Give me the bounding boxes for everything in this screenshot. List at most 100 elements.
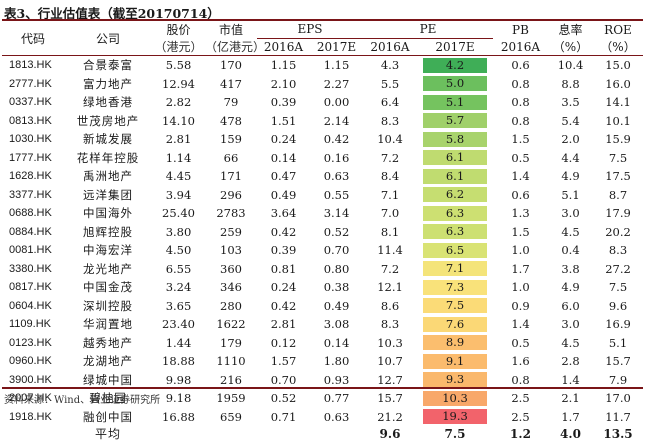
pb-cell: 1.5 bbox=[511, 132, 530, 147]
table-row: 0337.HK 绿地香港 2.82 79 0.39 0.00 6.4 5.1 0.8 3.5 14.… bbox=[2, 93, 643, 112]
yield-cell: 4.4 bbox=[561, 150, 580, 165]
code-cell: 0960.HK bbox=[9, 355, 52, 368]
code-cell: 0604.HK bbox=[9, 299, 52, 312]
eps-2017e-cell: 2.14 bbox=[323, 113, 350, 128]
pe-2017e-heat-value: 6.2 bbox=[423, 187, 487, 203]
market-cap-cell: 1110 bbox=[216, 354, 246, 369]
header-yield: 息率 bbox=[558, 23, 583, 37]
pe-2017e-cell: 6.5 bbox=[417, 241, 493, 260]
average-row: 平均 9.6 7.5 1.2 4.0 13.5 bbox=[2, 426, 643, 443]
eps-2017e-cell: 3.14 bbox=[323, 206, 350, 221]
pe-2016a-cell: 8.4 bbox=[380, 169, 400, 184]
eps-2017e-cell: 0.16 bbox=[323, 150, 350, 165]
header-roe-unit: （%） bbox=[593, 38, 643, 56]
pb-cell: 0.8 bbox=[511, 76, 530, 91]
company-cell: 合景泰富 bbox=[83, 58, 133, 73]
pb-cell: 1.4 bbox=[511, 169, 530, 184]
eps-2016a-cell: 2.81 bbox=[270, 317, 297, 332]
header-price: 股价 bbox=[166, 23, 191, 37]
yield-cell: 2.0 bbox=[561, 132, 580, 147]
pe-2017e-heat-value: 7.3 bbox=[423, 279, 487, 295]
pe-2016a-cell: 7.0 bbox=[380, 206, 400, 221]
table-row: 0688.HK 中国海外 25.40 2783 3.64 3.14 7.0 6.3 1.3 3.0… bbox=[2, 204, 643, 223]
eps-2016a-cell: 0.42 bbox=[270, 298, 297, 313]
table-row: 1109.HK 华润置地 23.40 1622 2.81 3.08 8.3 7.6 1.4 3.0… bbox=[2, 315, 643, 334]
market-cap-cell: 179 bbox=[220, 335, 242, 350]
pe-2017e-cell: 6.3 bbox=[417, 223, 493, 242]
code-cell: 2777.HK bbox=[9, 77, 52, 90]
price-cell: 4.50 bbox=[165, 243, 192, 258]
roe-cell: 8.3 bbox=[608, 243, 628, 258]
price-cell: 3.94 bbox=[165, 187, 192, 202]
pe-2016a-cell: 7.2 bbox=[380, 150, 400, 165]
eps-2017e-cell: 0.77 bbox=[323, 391, 350, 406]
pe-2017e-heat-value: 5.8 bbox=[423, 131, 487, 147]
company-cell: 远洋集团 bbox=[83, 187, 133, 202]
market-cap-cell: 1959 bbox=[216, 391, 246, 406]
eps-2016a-cell: 1.15 bbox=[270, 58, 297, 73]
pe-2017e-heat-value: 6.3 bbox=[423, 205, 487, 221]
company-cell: 中海宏洋 bbox=[83, 243, 133, 258]
yield-cell: 3.5 bbox=[561, 95, 580, 110]
eps-2017e-cell: 0.63 bbox=[323, 169, 350, 184]
pe-2017e-heat-value: 6.1 bbox=[423, 168, 487, 184]
eps-2017e-cell: 0.55 bbox=[323, 187, 350, 202]
table-row: 1628.HK 禹洲地产 4.45 171 0.47 0.63 8.4 6.1 1.4 4.9 17… bbox=[2, 167, 643, 186]
market-cap-cell: 170 bbox=[220, 58, 242, 73]
company-cell: 绿城中国 bbox=[83, 372, 133, 387]
market-cap-cell: 296 bbox=[220, 187, 242, 202]
company-cell: 碧桂园 bbox=[89, 391, 127, 406]
pb-cell: 1.0 bbox=[511, 280, 530, 295]
average-pb: 1.2 bbox=[510, 427, 531, 442]
pe-2017e-heat-value: 7.5 bbox=[423, 298, 487, 314]
pe-2017e-heat-value: 6.1 bbox=[423, 150, 487, 166]
eps-2016a-cell: 1.51 bbox=[270, 113, 297, 128]
header-pb: PB bbox=[512, 22, 529, 37]
eps-2017e-cell: 0.93 bbox=[323, 372, 350, 387]
roe-cell: 11.7 bbox=[605, 409, 631, 424]
eps-2016a-cell: 0.70 bbox=[270, 372, 297, 387]
top-rule bbox=[2, 19, 643, 21]
pe-2017e-heat-value: 5.0 bbox=[423, 76, 487, 92]
code-cell: 0813.HK bbox=[9, 114, 52, 127]
roe-cell: 16.0 bbox=[605, 76, 631, 91]
pe-2017e-cell: 5.7 bbox=[417, 112, 493, 131]
company-cell: 中国金茂 bbox=[83, 280, 133, 295]
yield-cell: 4.5 bbox=[561, 335, 580, 350]
eps-2017e-cell: 0.00 bbox=[323, 95, 350, 110]
price-cell: 1.14 bbox=[165, 150, 192, 165]
table-row: 0081.HK 中海宏洋 4.50 103 0.39 0.70 11.4 6.5 1.0 0.4 8… bbox=[2, 241, 643, 260]
company-cell: 花样年控股 bbox=[76, 150, 140, 165]
source-note: 资料来源：Wind、兴业证券研究所 bbox=[4, 395, 161, 406]
code-cell: 2007.HK bbox=[9, 392, 52, 405]
pe-2016a-cell: 15.7 bbox=[377, 391, 403, 406]
company-cell: 龙光地产 bbox=[83, 261, 133, 276]
price-cell: 3.24 bbox=[165, 280, 192, 295]
pb-cell: 0.6 bbox=[511, 58, 530, 73]
price-cell: 5.58 bbox=[165, 58, 192, 73]
eps-2017e-cell: 0.38 bbox=[323, 280, 350, 295]
pe-2017e-cell: 9.1 bbox=[417, 352, 493, 371]
pb-cell: 1.3 bbox=[511, 206, 530, 221]
code-cell: 0817.HK bbox=[9, 281, 52, 294]
roe-cell: 10.1 bbox=[605, 113, 631, 128]
company-cell: 禹洲地产 bbox=[83, 169, 133, 184]
table-row: 0817.HK 中国金茂 3.24 346 0.24 0.38 12.1 7.3 1.0 4.9 7… bbox=[2, 278, 643, 297]
market-cap-cell: 79 bbox=[223, 95, 239, 110]
company-cell: 旭辉控股 bbox=[83, 224, 133, 239]
market-cap-cell: 259 bbox=[220, 224, 242, 239]
pe-2017e-cell: 19.3 bbox=[417, 408, 493, 427]
pe-2017e-heat-value: 5.1 bbox=[423, 94, 487, 110]
roe-cell: 5.1 bbox=[608, 335, 628, 350]
header-eps-2016a: 2016A bbox=[257, 38, 310, 56]
pe-2016a-cell: 7.2 bbox=[380, 261, 400, 276]
price-cell: 2.81 bbox=[165, 132, 192, 147]
pb-cell: 1.5 bbox=[511, 224, 530, 239]
pe-2017e-heat-value: 7.1 bbox=[423, 261, 487, 277]
code-cell: 1030.HK bbox=[9, 133, 52, 146]
header-price-unit: （港元） bbox=[152, 38, 205, 56]
pe-2017e-cell: 4.2 bbox=[417, 56, 493, 75]
header-mcap: 市值 bbox=[218, 23, 243, 37]
eps-2016a-cell: 0.39 bbox=[270, 95, 297, 110]
eps-2017e-cell: 1.15 bbox=[323, 58, 350, 73]
